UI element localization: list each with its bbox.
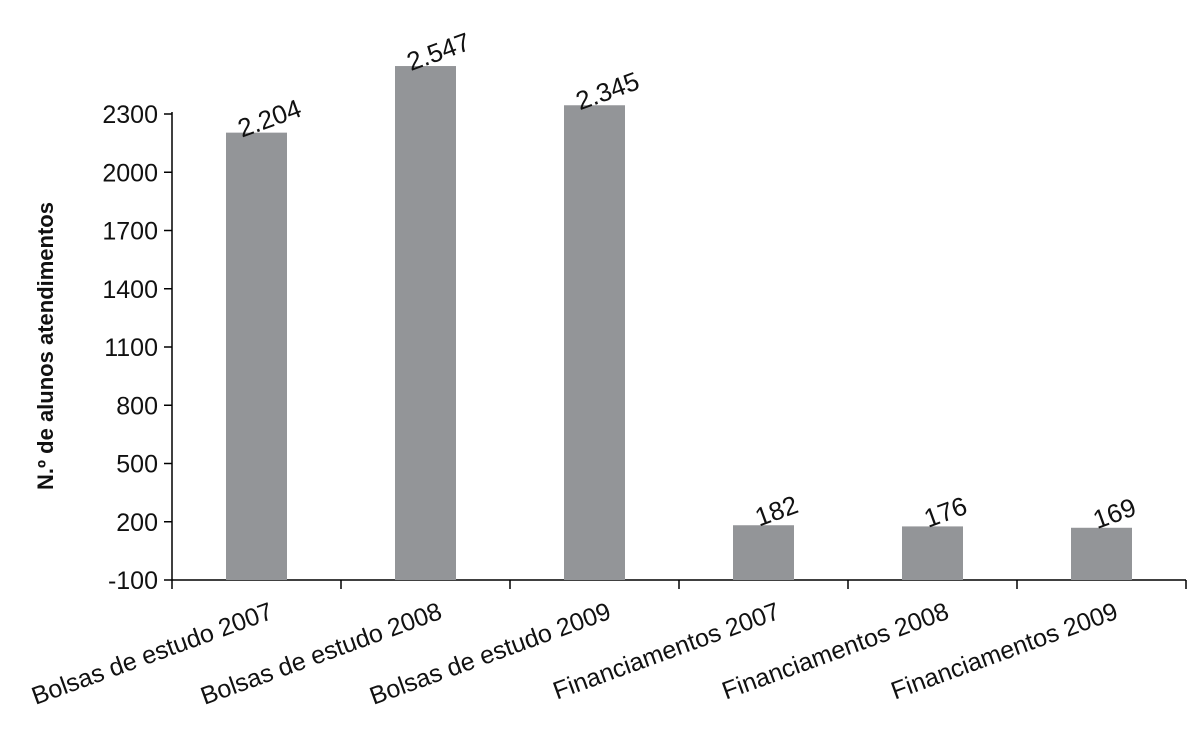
bar [395,66,456,580]
y-tick-label: 1700 [102,218,158,246]
y-tick-label: 500 [116,451,158,479]
bar [564,105,625,580]
bar [1071,527,1132,580]
y-tick-label: 800 [116,392,158,420]
data-label: 182 [751,489,802,532]
y-tick-label: 200 [116,509,158,537]
data-label: 169 [1089,492,1140,535]
y-tick-label: 2000 [102,159,158,187]
y-tick-label: 1100 [104,334,158,362]
bars [226,66,1132,580]
y-tick-label: 2300 [102,101,158,129]
bar [226,132,287,580]
y-ticks: -100 200 500 800 1100 1400 1700 2000 2300 [102,101,172,595]
y-tick-label: -100 [108,567,158,595]
data-label: 176 [920,490,971,533]
axes [171,112,1187,589]
bar [902,526,963,580]
y-axis-title-group: N.º de alunos atendimentos [33,202,58,490]
bar [733,525,794,580]
y-tick-label: 1400 [102,276,158,304]
y-axis-title: N.º de alunos atendimentos [33,202,58,490]
